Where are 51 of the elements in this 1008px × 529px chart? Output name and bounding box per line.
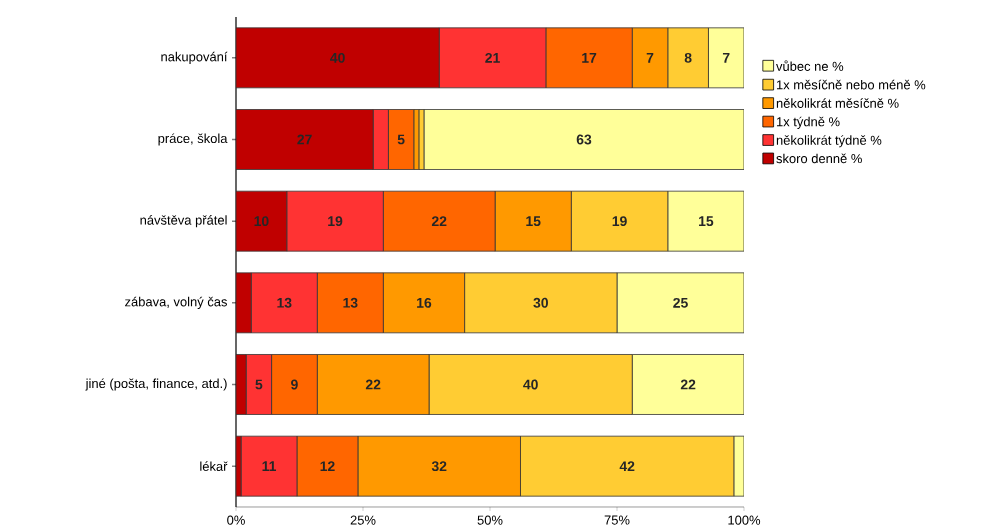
data-label: 22 <box>680 379 696 390</box>
data-label: 15 <box>699 216 714 227</box>
data-label: 5 <box>397 134 405 145</box>
legend-label: několikrát měsíčně % <box>776 98 899 108</box>
data-label: 40 <box>523 379 538 390</box>
data-label: 25 <box>673 297 688 308</box>
y-tick-label: zábava, volný čas <box>125 296 227 309</box>
x-tick-label: 0% <box>227 515 245 525</box>
legend-label: několikrát týdně % <box>776 135 882 148</box>
bar <box>236 272 252 334</box>
y-tick-label: práce, škola <box>158 133 228 146</box>
x-tick-label: 100% <box>728 515 761 525</box>
x-tick-label: 50% <box>477 515 503 525</box>
bar <box>236 109 374 170</box>
legend-label: 1x týdně % <box>776 116 840 129</box>
y-tick-label: lékař <box>200 461 228 471</box>
data-label: 16 <box>417 297 432 308</box>
data-label: 5 <box>255 379 263 390</box>
data-label: 30 <box>533 297 548 308</box>
legend-label: 1x měsíčně nebo méně % <box>776 79 926 90</box>
data-label: 12 <box>320 461 335 472</box>
data-label: 63 <box>576 134 592 145</box>
bar <box>236 27 440 89</box>
data-label: 19 <box>328 216 343 227</box>
data-label: 27 <box>297 134 312 145</box>
data-label: 8 <box>684 52 692 63</box>
data-label: 21 <box>485 52 500 63</box>
data-label: 22 <box>431 216 447 227</box>
data-label: 17 <box>582 53 597 63</box>
y-tick-label: nakupování <box>161 51 228 64</box>
bar <box>236 190 288 252</box>
data-label: 13 <box>277 297 292 308</box>
x-tick-label: 75% <box>604 515 630 525</box>
y-tick-label: návštěva přátel <box>140 215 227 228</box>
data-label: 15 <box>526 216 541 227</box>
data-label: 22 <box>365 379 381 390</box>
data-label: 10 <box>254 216 269 227</box>
data-label: 42 <box>619 461 635 472</box>
data-label: 11 <box>262 461 277 471</box>
data-label: 9 <box>291 379 298 390</box>
data-label: 7 <box>646 53 654 63</box>
data-label: 40 <box>330 52 345 63</box>
data-label: 13 <box>343 297 358 308</box>
data-label: 19 <box>612 216 627 227</box>
y-tick-label: jiné (pošta, finance, atd.) <box>85 378 227 391</box>
legend-label: skoro denně % <box>776 153 862 164</box>
data-label: 7 <box>722 53 730 63</box>
legend-label: vůbec ne % <box>776 60 844 71</box>
data-label: 32 <box>431 461 447 472</box>
x-tick-label: 25% <box>350 515 376 525</box>
bar <box>423 109 745 170</box>
